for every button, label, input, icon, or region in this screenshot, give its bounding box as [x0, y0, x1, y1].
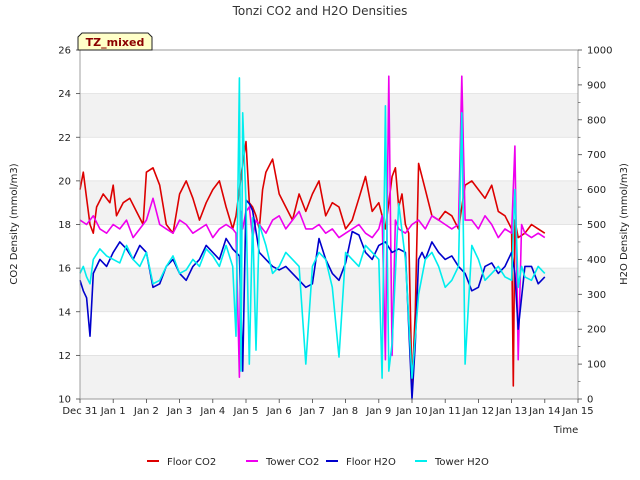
series-line-tower-h2o: [79, 77, 546, 379]
y-left-tick-label: 12: [58, 351, 71, 362]
y-left-tick-label: 22: [58, 133, 71, 144]
chart-title: Tonzi CO2 and H2O Densities: [232, 4, 408, 18]
grid-band: [80, 355, 578, 399]
y-right-tick-label: 900: [587, 80, 606, 91]
x-axis-label: Time: [553, 425, 578, 436]
y-right-axis-label: H2O Density (mmol/m3): [619, 163, 630, 285]
legend-label: Tower H2O: [434, 457, 489, 468]
grid-band: [80, 93, 578, 138]
x-tick-label: Jan 10: [395, 406, 427, 417]
x-tick-label: Jan 8: [332, 406, 358, 417]
x-tick-label: Jan 6: [266, 406, 292, 417]
badge: TZ_mixed: [77, 32, 153, 51]
y-left-tick-label: 18: [58, 220, 71, 231]
y-right-tick-label: 400: [587, 255, 606, 266]
y-left-axis-ticks: 10 12 14 16 18 20 22 24 26: [58, 46, 80, 406]
x-tick-label: Jan 3: [166, 406, 192, 417]
y-left-tick-label: 26: [58, 46, 71, 57]
x-tick-label: Jan 13: [495, 406, 527, 417]
series-line-floor-co2: [79, 140, 546, 387]
x-tick-label: Jan 9: [365, 406, 391, 417]
legend-label: Floor H2O: [346, 457, 396, 468]
y-right-tick-label: 500: [587, 220, 606, 231]
plot-series: [79, 75, 546, 400]
y-right-axis-ticks: 0 100 200 300 400 500 600 700 800 900 1000: [578, 46, 612, 406]
grid-bands: [80, 93, 578, 399]
legend-label: Tower CO2: [265, 457, 319, 468]
x-tick-label: Jan 4: [199, 406, 225, 417]
y-right-tick-label: 1000: [587, 46, 612, 57]
y-right-tick-label: 0: [587, 395, 593, 406]
x-tick-label: Jan 11: [429, 406, 461, 417]
y-right-tick-label: 600: [587, 185, 606, 196]
y-left-tick-label: 24: [58, 89, 71, 100]
x-tick-label: Jan 14: [528, 406, 560, 417]
x-tick-label: Jan 15: [561, 406, 593, 417]
badge-box: [77, 32, 153, 51]
x-tick-label: Jan 2: [133, 406, 159, 417]
x-tick-label: Jan 12: [462, 406, 494, 417]
legend: Floor CO2 Tower CO2 Floor H2O Tower H2O: [147, 457, 489, 468]
series-line-tower-co2: [79, 75, 546, 379]
y-left-tick-label: 14: [58, 307, 71, 318]
x-tick-label: Dec 31: [62, 406, 97, 417]
y-right-tick-label: 800: [587, 115, 606, 126]
y-left-tick-label: 16: [58, 264, 71, 275]
x-axis-ticks: Dec 31 Jan 1 Jan 2 Jan 3 Jan 4 Jan 5 Jan 6 Jan …: [62, 399, 594, 417]
badge-label: TZ_mixed: [86, 36, 145, 49]
y-left-tick-label: 10: [58, 395, 71, 406]
y-left-tick-label: 20: [58, 176, 71, 187]
y-right-tick-label: 200: [587, 325, 606, 336]
y-left-axis-label: CO2 Density (mmol/m3): [9, 163, 20, 284]
y-right-tick-label: 100: [587, 360, 606, 371]
legend-label: Floor CO2: [167, 457, 216, 468]
x-tick-label: Jan 7: [299, 406, 325, 417]
y-right-tick-label: 700: [587, 150, 606, 161]
x-tick-label: Jan 1: [100, 406, 126, 417]
series-line-floor-h2o: [79, 199, 546, 400]
x-tick-label: Jan 5: [233, 406, 259, 417]
y-right-tick-label: 300: [587, 290, 606, 301]
